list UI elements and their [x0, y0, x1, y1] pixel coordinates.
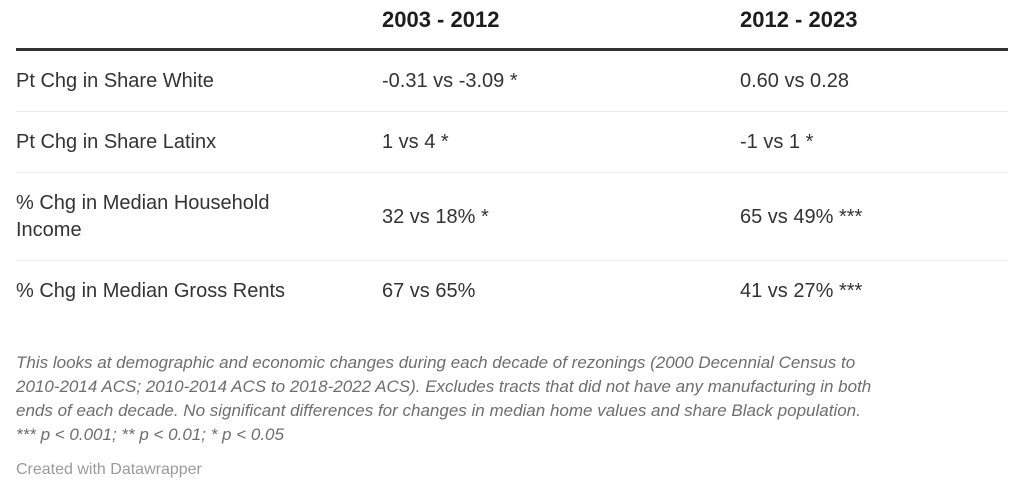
row-label-share-white: Pt Chg in Share White	[16, 49, 382, 112]
row-label-median-household-income: % Chg in Median Household Income	[16, 172, 382, 261]
footnote-line-1: This looks at demographic and economic c…	[16, 353, 856, 372]
table-header-row: 2003 - 2012 2012 - 2023	[16, 0, 1008, 51]
cell-share-white-2003-2012: -0.31 vs -3.09 *	[382, 49, 740, 112]
table-row: Pt Chg in Share White -0.31 vs -3.09 * 0…	[16, 49, 1008, 112]
cell-share-latinx-2003-2012: 1 vs 4 *	[382, 111, 740, 173]
table-row: % Chg in Median Gross Rents 67 vs 65% 41…	[16, 261, 1008, 322]
footnote: This looks at demographic and economic c…	[16, 351, 1008, 447]
column-header-2012-2023: 2012 - 2023	[740, 0, 1008, 51]
table-row: % Chg in Median Household Income 32 vs 1…	[16, 172, 1008, 261]
cell-median-household-income-2012-2023: 65 vs 49% ***	[740, 172, 1008, 261]
footnote-line-3: ends of each decade. No significant diff…	[16, 401, 861, 420]
row-label-median-gross-rents: % Chg in Median Gross Rents	[16, 280, 286, 302]
comparison-table: 2003 - 2012 2012 - 2023 Pt Chg in Share …	[16, 0, 1008, 321]
footnote-line-significance-key: *** p < 0.001; ** p < 0.01; * p < 0.05	[16, 425, 284, 444]
cell-median-gross-rents-2003-2012: 67 vs 65%	[382, 280, 476, 302]
footnote-line-2: 2010-2014 ACS; 2010-2014 ACS to 2018-202…	[16, 377, 872, 396]
table-row: Pt Chg in Share Latinx 1 vs 4 * -1 vs 1 …	[16, 111, 1008, 173]
header-empty-cell	[16, 0, 382, 51]
column-header-2003-2012: 2003 - 2012	[382, 0, 740, 51]
cell-median-household-income-2003-2012: 32 vs 18% *	[382, 172, 740, 261]
cell-median-gross-rents-2012-2023: 41 vs 27% ***	[740, 280, 863, 302]
cell-share-white-2012-2023: 0.60 vs 0.28	[740, 49, 1008, 112]
cell-share-latinx-2012-2023: -1 vs 1 *	[740, 111, 1008, 173]
row-label-share-latinx: Pt Chg in Share Latinx	[16, 111, 382, 173]
datawrapper-credit-link[interactable]: Created with Datawrapper	[16, 461, 202, 478]
